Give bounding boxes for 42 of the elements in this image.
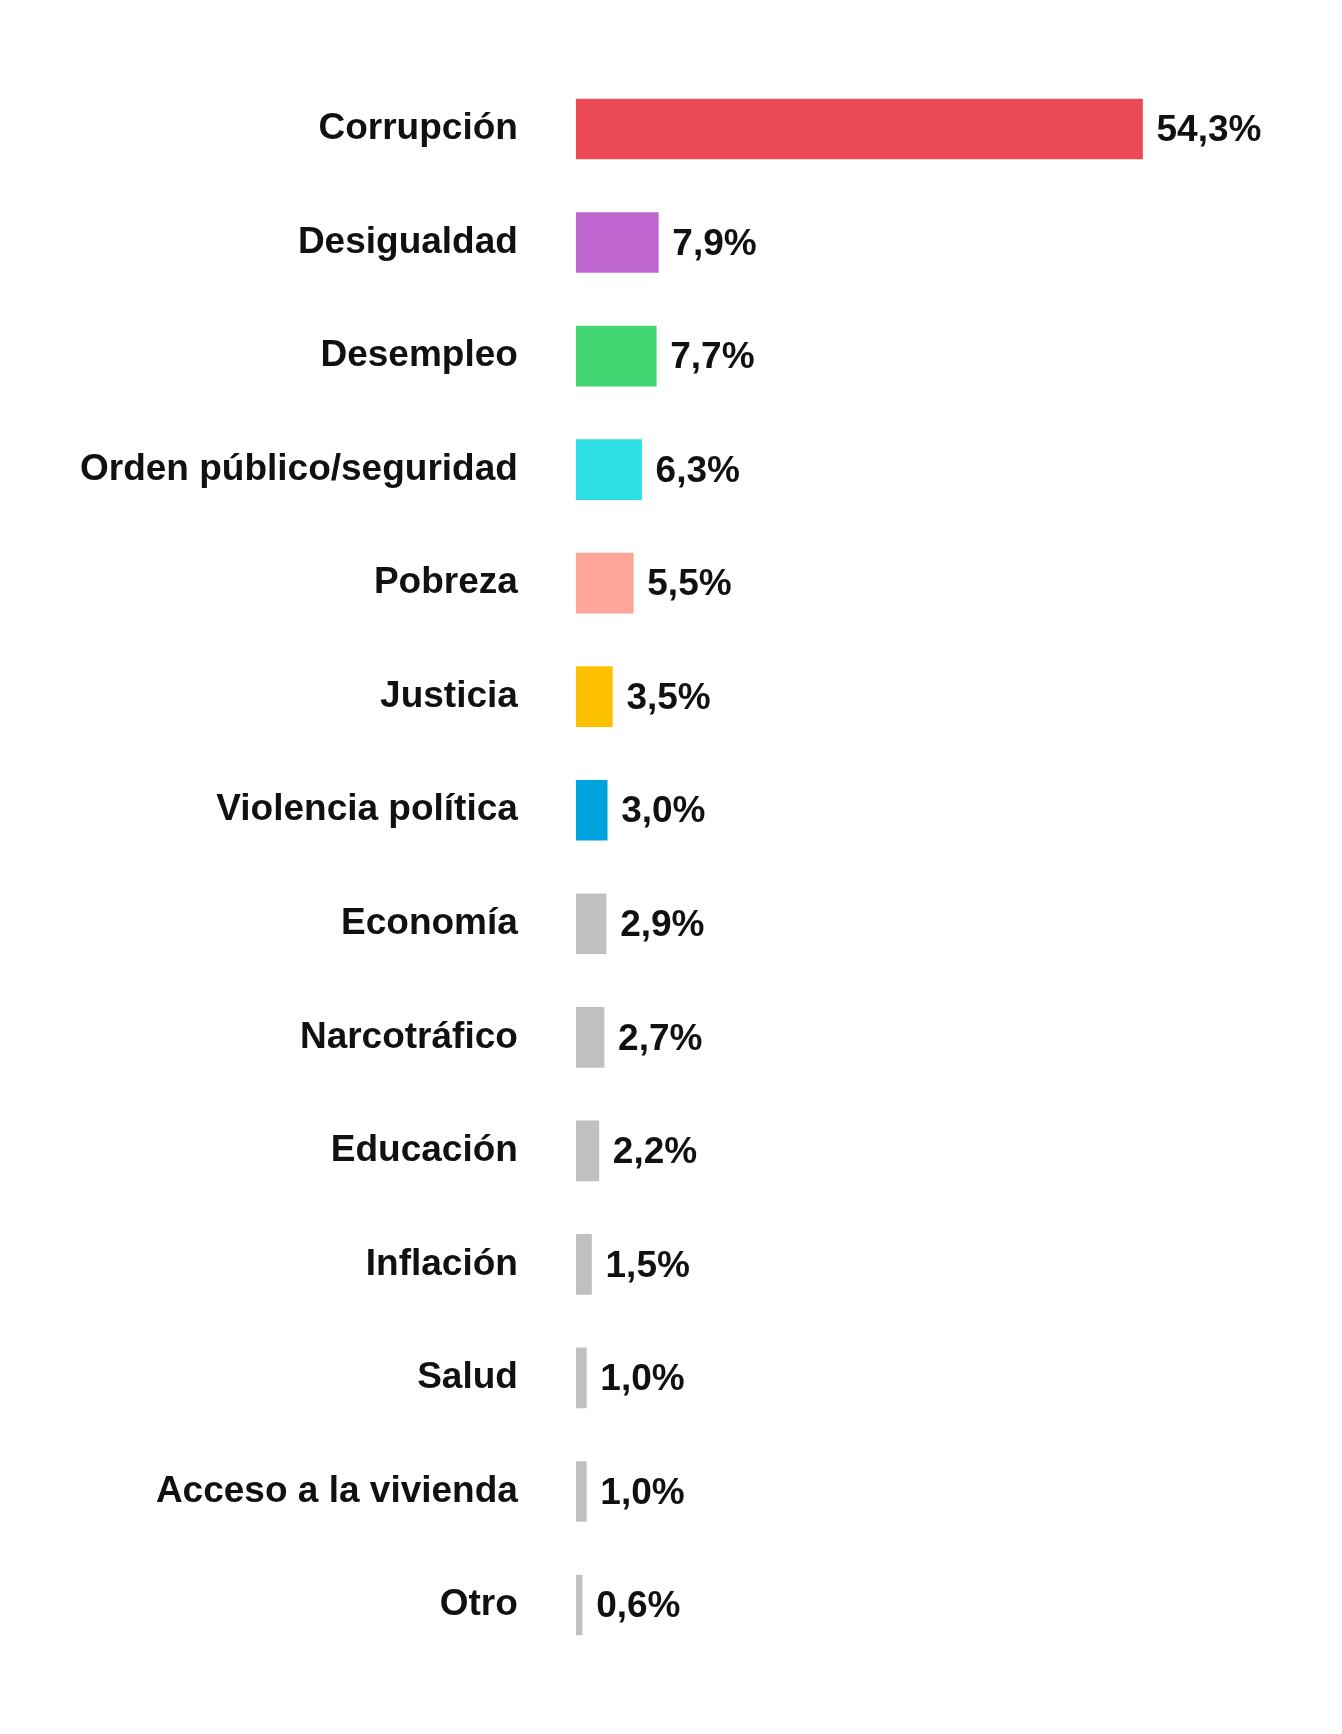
bar <box>575 439 642 500</box>
bar <box>575 1461 587 1522</box>
y-tick-label: Desigualdad <box>297 219 518 261</box>
y-tick-label: Desempleo <box>320 333 518 375</box>
data-label: 7,9% <box>672 221 757 263</box>
bar <box>575 1120 600 1182</box>
data-label: 3,5% <box>626 675 711 717</box>
bar <box>575 1234 592 1295</box>
y-tick-label: Orden público/seguridad <box>79 446 518 488</box>
bar <box>575 1006 605 1068</box>
y-tick-label: Narcotráfico <box>299 1014 518 1056</box>
y-tick-label: Acceso a la vivienda <box>155 1468 519 1510</box>
y-tick-label: Inflación <box>365 1241 518 1283</box>
data-label: 54,3% <box>1156 108 1262 150</box>
data-label: 1,0% <box>600 1357 685 1399</box>
data-label: 1,0% <box>600 1470 685 1512</box>
y-tick-label: Pobreza <box>373 560 519 602</box>
data-label: 6,3% <box>655 448 740 490</box>
data-label: 2,9% <box>620 902 705 944</box>
data-label: 1,5% <box>605 1243 690 1285</box>
data-label: 0,6% <box>596 1584 681 1626</box>
bar <box>575 552 634 614</box>
bar <box>575 325 657 387</box>
data-label: 3,0% <box>621 789 706 831</box>
y-tick-label: Salud <box>417 1355 518 1397</box>
y-tick-label: Violencia política <box>216 787 519 829</box>
bar <box>575 1347 587 1409</box>
y-tick-label: Economía <box>341 900 519 942</box>
data-label: 2,7% <box>618 1016 703 1058</box>
data-label: 7,7% <box>670 335 755 377</box>
bar <box>575 893 607 955</box>
bar <box>575 666 613 728</box>
data-label: 2,2% <box>612 1130 698 1172</box>
bar <box>575 1574 583 1636</box>
y-tick-label: Justicia <box>380 673 519 715</box>
y-tick-label: Educación <box>330 1128 518 1170</box>
y-tick-label: Otro <box>439 1582 518 1624</box>
bar <box>575 212 659 273</box>
bar <box>575 779 608 841</box>
data-label: 5,5% <box>647 562 732 604</box>
bar <box>575 98 1143 160</box>
y-tick-label: Corrupción <box>318 106 518 148</box>
